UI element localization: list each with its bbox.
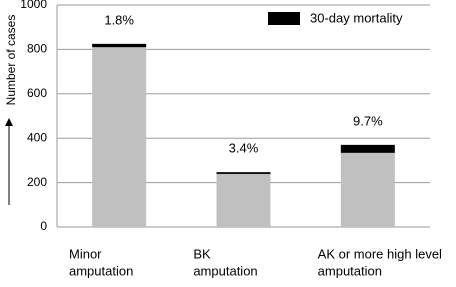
x-tick-label: BK <box>193 246 211 261</box>
y-tick-label: 1000 <box>20 0 47 11</box>
bar-annotation: 3.4% <box>229 141 259 156</box>
x-tick-label: amputation <box>318 263 382 278</box>
y-tick-label: 200 <box>27 175 47 189</box>
y-tick-label: 0 <box>40 219 47 233</box>
bar-segment <box>216 172 271 174</box>
bar-segment <box>92 47 147 228</box>
legend-swatch <box>268 12 300 25</box>
bar-annotation: 9.7% <box>353 113 383 128</box>
x-tick-label: AK or more high level <box>318 246 442 261</box>
x-tick-label: amputation <box>69 263 133 278</box>
axis-arrowhead <box>5 118 13 126</box>
bar-segment <box>92 43 147 48</box>
y-tick-label: 600 <box>27 86 47 100</box>
x-tick-label: amputation <box>193 263 257 278</box>
legend-label: 30-day mortality <box>310 10 403 25</box>
y-axis-label: Number of cases <box>4 15 18 106</box>
y-tick-label: 800 <box>27 42 47 56</box>
y-tick-label: 400 <box>27 130 47 144</box>
bar-annotation: 1.8% <box>104 12 134 27</box>
bar-segment <box>216 173 271 227</box>
x-tick-label: Minor <box>69 246 102 261</box>
bar-segment <box>340 152 395 227</box>
bar-segment <box>340 144 395 153</box>
